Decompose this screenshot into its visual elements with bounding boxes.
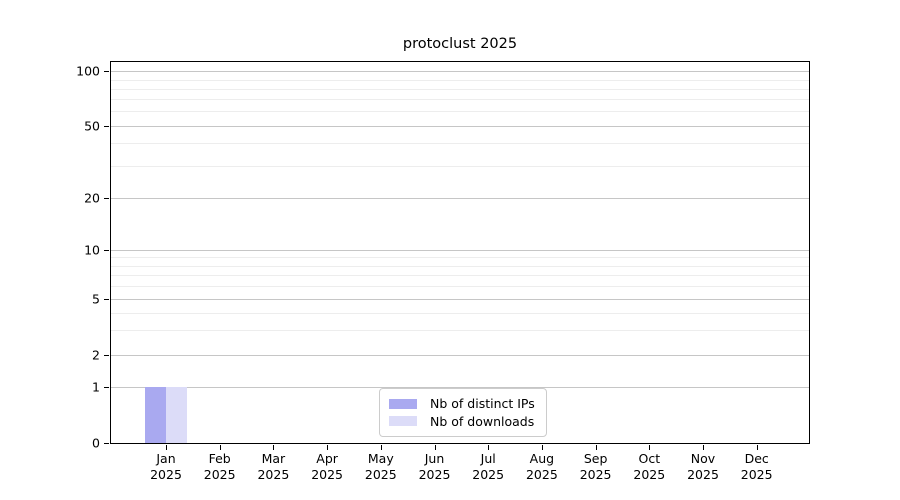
x-tick-year: 2025 bbox=[311, 467, 343, 482]
y-gridline-major-50 bbox=[111, 125, 809, 127]
x-tick-label-jan-2025: Jan 2025 bbox=[150, 451, 182, 483]
x-tick-month: Oct bbox=[638, 451, 661, 466]
y-gridline-major-100 bbox=[111, 71, 809, 73]
x-tick-label-jun-2025: Jun 2025 bbox=[419, 451, 451, 483]
y-gridline-minor-6 bbox=[111, 285, 809, 287]
x-tick-year: 2025 bbox=[203, 467, 236, 482]
x-tick-year: 2025 bbox=[257, 467, 290, 482]
y-tick-label-1: 1 bbox=[92, 379, 100, 395]
x-tick-mark-nov bbox=[703, 445, 704, 450]
bar-nb-of-distinct-ips-jan-2025 bbox=[145, 387, 166, 443]
y-tick-mark-5 bbox=[104, 298, 109, 300]
y-gridline-minor-3 bbox=[111, 330, 809, 332]
x-tick-mark-oct bbox=[649, 445, 651, 450]
y-tick-mark-2 bbox=[104, 355, 109, 357]
y-gridline-major-20 bbox=[111, 198, 809, 200]
legend-item-nb-of-downloads: Nb of downloads bbox=[389, 413, 537, 431]
plot-area: 0 1 2 5 10 20 50 100 Jan 2025 Feb 2025 Mar 2025 Apr 202… bbox=[76, 61, 810, 482]
y-tick-label-100: 100 bbox=[76, 63, 100, 79]
x-tick-label-mar-2025: Mar 2025 bbox=[257, 451, 289, 483]
x-tick-mark-apr bbox=[327, 445, 329, 450]
x-tick-month: Jun bbox=[424, 451, 445, 466]
x-tick-label-apr-2025: Apr 2025 bbox=[311, 451, 343, 483]
x-tick-year: 2025 bbox=[525, 467, 558, 482]
x-tick-label-dec-2025: Dec 2025 bbox=[741, 451, 773, 483]
y-gridline-minor-80 bbox=[111, 88, 809, 90]
x-tick-label-aug-2025: Aug 2025 bbox=[526, 451, 558, 483]
x-tick-mark-mar bbox=[273, 445, 275, 450]
x-tick-month: Dec bbox=[744, 451, 769, 466]
y-gridline-major-1 bbox=[111, 387, 809, 389]
legend: Nb of distinct IPs Nb of downloads bbox=[379, 388, 547, 437]
x-tick-mark-feb bbox=[219, 445, 221, 450]
x-tick-year: 2025 bbox=[364, 467, 397, 482]
y-gridline-minor-7 bbox=[111, 275, 809, 277]
y-gridline-minor-9 bbox=[111, 257, 809, 259]
y-tick-label-5: 5 bbox=[92, 291, 100, 307]
x-tick-mark-sep bbox=[595, 445, 597, 450]
x-tick-mark-jul bbox=[488, 445, 490, 450]
y-tick-mark-50 bbox=[104, 125, 109, 127]
x-tick-label-jul-2025: Jul 2025 bbox=[472, 451, 504, 483]
y-tick-mark-20 bbox=[104, 198, 109, 200]
y-tick-mark-100 bbox=[104, 71, 109, 73]
y-gridline-major-10 bbox=[111, 250, 809, 251]
y-gridline-minor-4 bbox=[111, 312, 809, 314]
x-tick-month: Sep bbox=[583, 451, 608, 466]
x-tick-label-nov-2025: Nov 2025 bbox=[687, 451, 719, 483]
x-tick-mark-jun bbox=[434, 445, 436, 450]
x-tick-year: 2025 bbox=[633, 467, 666, 482]
y-gridline-minor-90 bbox=[111, 79, 809, 81]
x-tick-month: Apr bbox=[316, 451, 338, 466]
x-tick-label-may-2025: May 2025 bbox=[365, 451, 397, 483]
legend-label-nb-of-downloads: Nb of downloads bbox=[430, 413, 535, 429]
y-tick-label-0: 0 bbox=[92, 435, 100, 451]
y-tick-mark-0 bbox=[104, 443, 109, 444]
x-tick-month: Jan bbox=[156, 451, 176, 466]
x-tick-year: 2025 bbox=[472, 467, 505, 482]
y-gridline-minor-30 bbox=[111, 166, 809, 168]
x-tick-year: 2025 bbox=[418, 467, 451, 482]
legend-swatch-nb-of-downloads bbox=[389, 416, 417, 427]
x-tick-month: Feb bbox=[208, 451, 231, 466]
x-tick-year: 2025 bbox=[740, 467, 773, 482]
y-gridline-minor-60 bbox=[111, 111, 809, 113]
y-gridline-major-5 bbox=[111, 298, 809, 300]
y-tick-label-20: 20 bbox=[84, 190, 100, 206]
x-tick-mark-jan bbox=[166, 445, 167, 450]
x-tick-month: Jul bbox=[480, 451, 496, 466]
legend-item-nb-of-distinct-ips: Nb of distinct IPs bbox=[389, 395, 537, 413]
x-tick-label-oct-2025: Oct 2025 bbox=[633, 451, 665, 483]
y-tick-label-50: 50 bbox=[84, 118, 100, 134]
y-gridline-minor-70 bbox=[111, 99, 809, 101]
y-gridline-major-2 bbox=[111, 355, 809, 357]
y-gridline-minor-8 bbox=[111, 265, 809, 267]
x-tick-year: 2025 bbox=[150, 467, 182, 482]
x-tick-year: 2025 bbox=[687, 467, 719, 482]
x-tick-month: Nov bbox=[690, 451, 716, 466]
x-tick-mark-aug bbox=[541, 445, 543, 450]
x-tick-month: May bbox=[367, 451, 394, 466]
x-tick-label-feb-2025: Feb 2025 bbox=[204, 451, 236, 483]
y-tick-mark-1 bbox=[104, 387, 109, 389]
plot-canvas: 0 1 2 5 10 20 50 100 Jan 2025 Feb 2025 Mar 2025 Apr 202… bbox=[76, 62, 809, 482]
x-tick-year: 2025 bbox=[579, 467, 612, 482]
x-tick-mark-dec bbox=[756, 445, 758, 450]
x-tick-mark-may bbox=[380, 445, 382, 450]
x-tick-month: Aug bbox=[529, 451, 555, 466]
y-tick-label-2: 2 bbox=[92, 347, 100, 363]
y-tick-mark-10 bbox=[104, 250, 109, 251]
bar-nb-of-downloads-jan-2025 bbox=[166, 387, 187, 443]
legend-swatch-nb-of-distinct-ips bbox=[389, 398, 417, 409]
x-tick-month: Mar bbox=[261, 451, 286, 466]
y-tick-label-10: 10 bbox=[84, 242, 100, 258]
x-tick-label-sep-2025: Sep 2025 bbox=[580, 451, 612, 483]
chart-title: protoclust 2025 bbox=[402, 36, 518, 52]
legend-label-nb-of-distinct-ips: Nb of distinct IPs bbox=[430, 396, 535, 412]
y-gridline-minor-40 bbox=[111, 143, 809, 145]
